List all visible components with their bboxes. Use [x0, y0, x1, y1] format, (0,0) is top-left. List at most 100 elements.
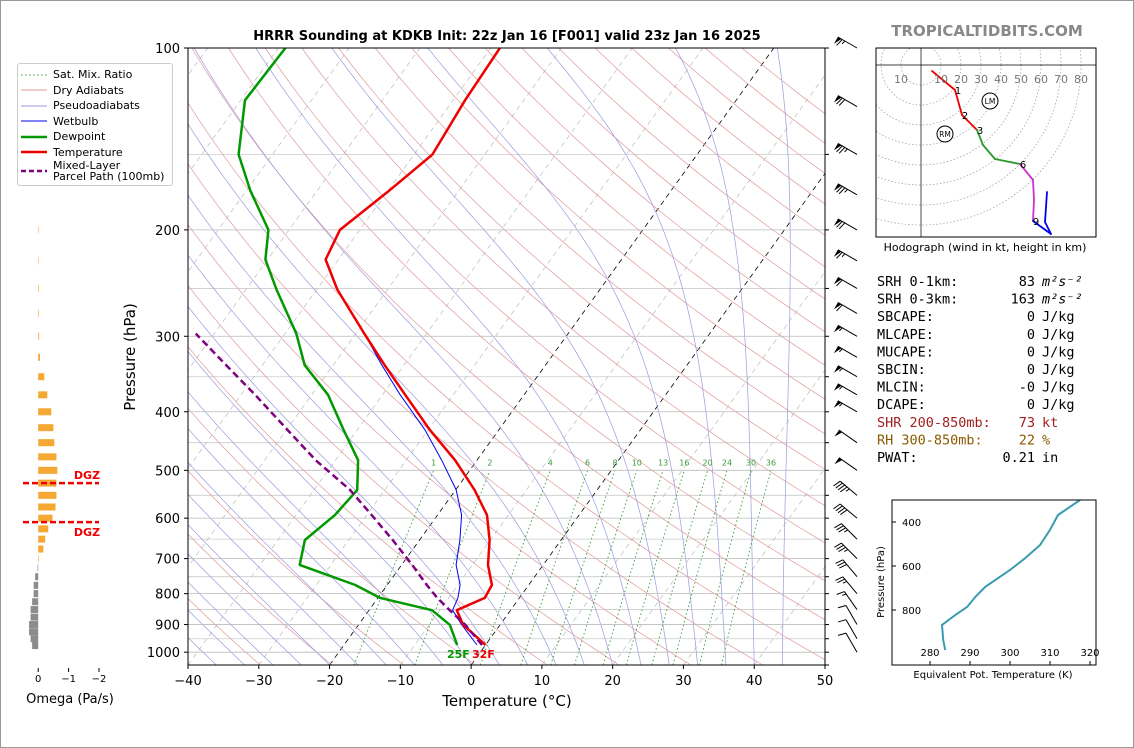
- dry-adiabat: [188, 284, 620, 665]
- legend-entry: Wetbulb: [20, 114, 170, 130]
- barb-feather: [837, 619, 847, 623]
- omega-bar: [32, 642, 39, 650]
- mixing-ratio-label: 4: [548, 458, 553, 467]
- mixing-ratio-line: [672, 470, 728, 665]
- wind-barb: [833, 36, 858, 49]
- wind-barb: [834, 542, 858, 559]
- dry-adiabat: [484, 48, 825, 333]
- hodo-ring-label: 30: [974, 73, 988, 86]
- barb-half: [844, 148, 848, 153]
- barb-feather: [836, 39, 843, 46]
- wind-barb: [834, 457, 858, 471]
- index-value: 163: [1011, 292, 1035, 308]
- dry-adiabat: [228, 48, 825, 582]
- barb-pennant: [833, 37, 842, 44]
- storm-motion-label: RM: [939, 130, 951, 139]
- hodo-segment: [994, 158, 1021, 165]
- omega-bar: [38, 479, 57, 487]
- index-unit: J/kg: [1042, 327, 1075, 343]
- x-tick-label: 10: [534, 674, 551, 689]
- barb-half: [842, 580, 847, 584]
- pseudoadiabat: [188, 609, 245, 665]
- barb-pennant: [833, 346, 842, 354]
- hodo-height-label: 2: [962, 111, 968, 122]
- omega-bar: [33, 581, 39, 589]
- barb-shaft: [837, 324, 858, 337]
- barb-pennant: [833, 302, 842, 310]
- pseudoadiabat: [331, 48, 670, 665]
- hodo-segment: [1044, 221, 1052, 235]
- index-unit: kt: [1042, 415, 1058, 431]
- thetae-plot: [940, 500, 1081, 651]
- wind-barb: [833, 142, 858, 155]
- barb-feather: [835, 576, 844, 581]
- mixing-ratio-label: 20: [703, 458, 713, 467]
- dry-adiabat: [338, 48, 825, 470]
- hodo-segment: [982, 144, 996, 160]
- legend-label: Wetbulb: [53, 114, 99, 128]
- dry-adiabat: [188, 598, 261, 665]
- omega-bar: [38, 545, 44, 553]
- wind-barb: [833, 400, 858, 413]
- barb-feather: [836, 544, 844, 550]
- hodo-height-label: 3: [977, 126, 983, 137]
- omega-bar: [38, 408, 52, 416]
- index-label: SBCAPE:: [877, 309, 934, 325]
- index-value: 0: [1027, 362, 1035, 378]
- barb-feather: [837, 632, 847, 636]
- index-unit: m²s⁻²: [1041, 274, 1083, 290]
- x-tick-label: −40: [174, 674, 201, 689]
- index-unit: J/kg: [1042, 397, 1075, 413]
- isotherm: [188, 48, 421, 371]
- barb-half: [839, 402, 843, 407]
- mixing-ratio-label: 30: [746, 458, 756, 467]
- index-value: 83: [1019, 274, 1035, 290]
- hodo-segment: [931, 70, 956, 91]
- barb-feather: [838, 99, 846, 106]
- barb-feather: [836, 304, 843, 312]
- index-label: SBCIN:: [877, 362, 926, 378]
- omega-bar: [32, 598, 39, 606]
- index-value: 22: [1019, 432, 1035, 448]
- barb-feather: [834, 523, 842, 529]
- x-axis-label: Temperature (°C): [441, 692, 571, 710]
- hodo-segment: [1032, 199, 1035, 222]
- thetae-y-tick-label: 800: [902, 606, 921, 617]
- thetae-x-tick-label: 320: [1080, 648, 1099, 659]
- legend-entry: Pseudoadiabats: [20, 98, 170, 114]
- legend-swatch: [21, 151, 47, 154]
- mixing-ratio-label: 24: [722, 458, 732, 467]
- pseudoadiabat: [675, 48, 755, 665]
- hodo-segment: [1044, 191, 1048, 223]
- isotherm: [188, 48, 633, 665]
- barb-feather: [837, 605, 847, 609]
- legend-entry: Mixed-Layer Parcel Path (100mb): [20, 160, 170, 182]
- barb-pennant: [833, 325, 842, 333]
- barb-half: [841, 253, 846, 258]
- index-value: 73: [1019, 415, 1035, 431]
- barb-pennant: [833, 249, 842, 257]
- mixing-ratio-line: [520, 470, 589, 665]
- index-unit: J/kg: [1042, 362, 1075, 378]
- barb-feather: [835, 559, 844, 564]
- omega-bar: [33, 590, 39, 598]
- index-value: 0: [1027, 327, 1035, 343]
- barb-half: [844, 188, 848, 193]
- legend-swatch: [21, 89, 47, 91]
- legend-swatch: [21, 135, 47, 138]
- wind-barb: [835, 559, 858, 578]
- index-label: RH 300-850mb:: [877, 432, 983, 448]
- dry-adiabat: [188, 470, 405, 665]
- barb-shaft: [839, 503, 858, 519]
- isotherm: [258, 48, 704, 665]
- mixing-ratio-line: [699, 470, 752, 665]
- wind-barb: [833, 183, 858, 196]
- barb-pennant: [833, 400, 842, 408]
- pseudoadiabat: [255, 48, 642, 665]
- legend-label: Temperature: [53, 145, 123, 159]
- mixing-ratio-label: 16: [679, 458, 689, 467]
- barb-pennant: [833, 365, 842, 373]
- wind-barb: [833, 480, 858, 496]
- x-tick-label: −30: [245, 674, 272, 689]
- x-tick-label: 0: [467, 674, 475, 689]
